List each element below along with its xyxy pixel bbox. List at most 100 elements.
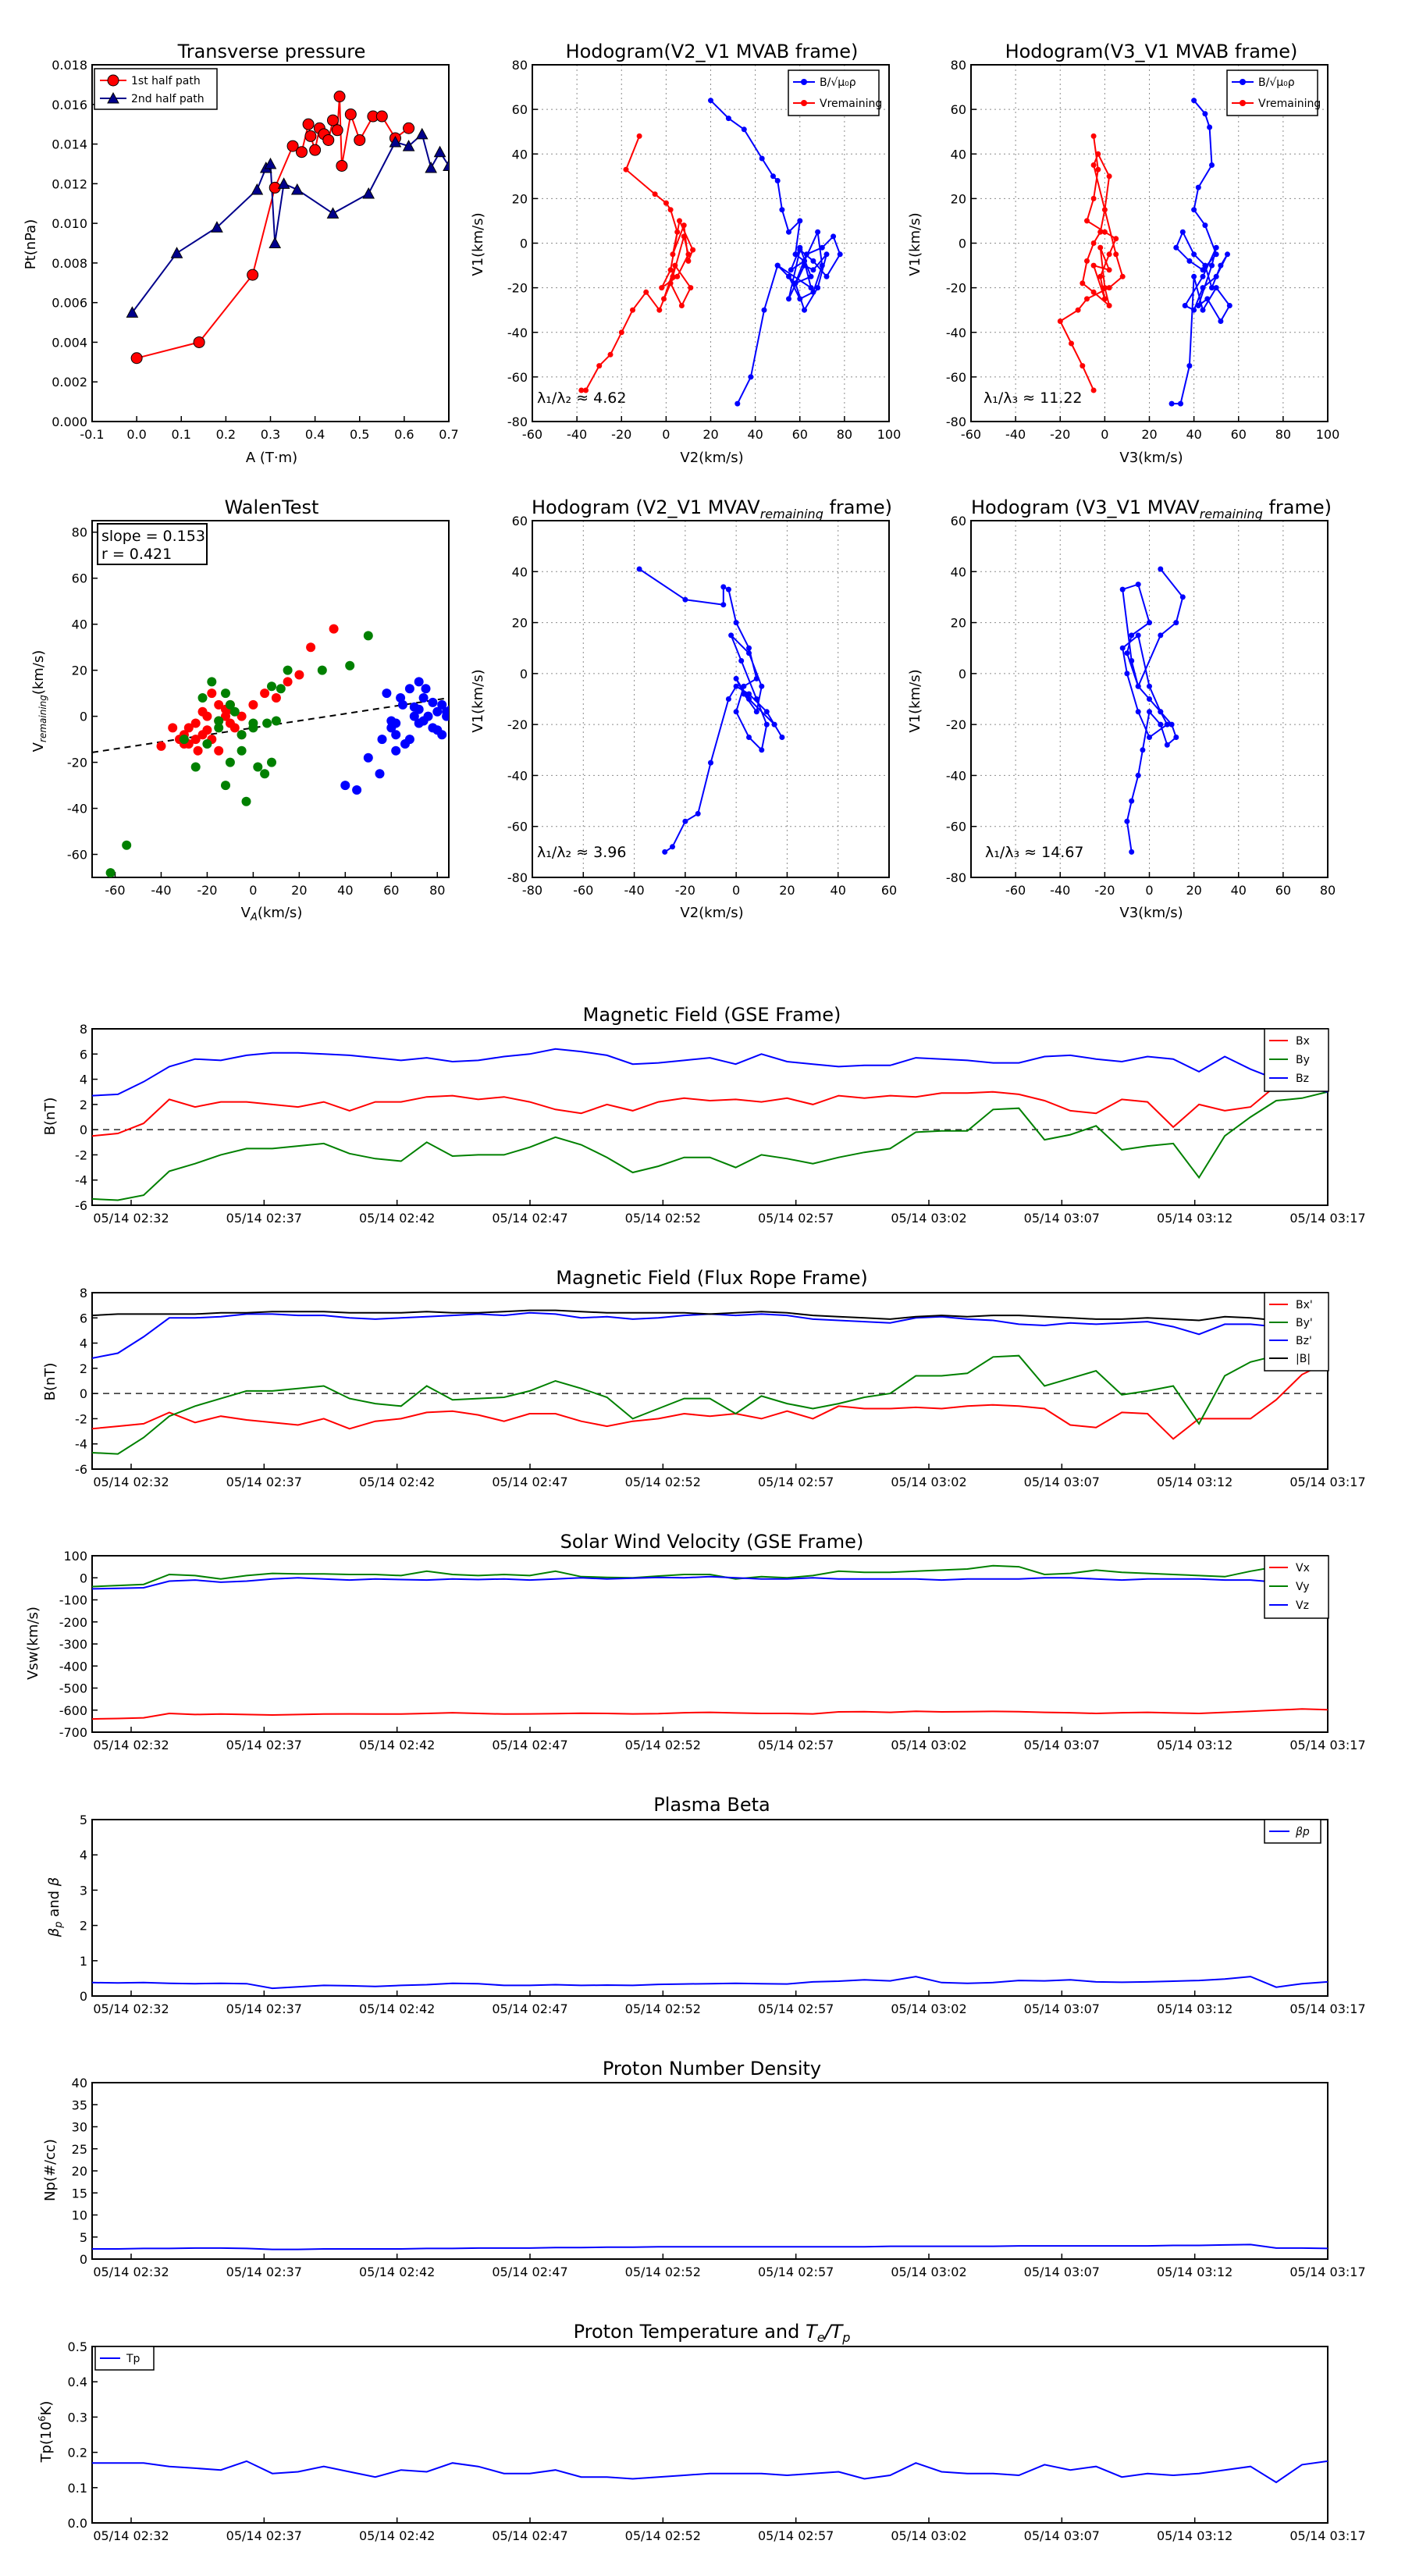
walen-point-red [237,711,247,721]
vel-xtick-label: 05/14 03:17 [1289,1738,1365,1752]
ha3-point [1164,721,1170,728]
walen-ytick-label: 60 [72,571,87,586]
walen-xlabel: VA(km/s) [241,905,303,923]
vel-ytick-label: -400 [59,1659,87,1674]
walen-point-red [260,688,270,699]
h3-v-point [1106,267,1112,273]
walen-point-green [190,762,201,772]
tp-point-2 [170,247,183,258]
tp-point-2 [251,183,264,195]
h3-xtick-label: 80 [1275,427,1291,442]
ha2-ytick-label: -20 [507,717,528,732]
walen-point-green [241,796,251,806]
h3-b-point [1191,251,1197,258]
vel-legend: Vx Vy Vz [1264,1555,1329,1619]
ha3-axes: -80 -60 -40 -20 0 20 40 60 -60 -40 -20 0 20 40 60 80 [946,514,1336,898]
h2-b-point [797,218,803,224]
ha3-point [1129,849,1135,855]
tp-point-1 [295,146,308,158]
tp-xtick-label: 0.0 [126,427,146,442]
h2-b-point [819,244,825,251]
ha3-point [1129,798,1135,804]
walen-point-green [260,769,270,779]
flux-axes: -6 -4 -2 0 2 4 6 8 05/14 02:32 05/14 02:37 05/14 0… [75,1286,1366,1489]
tp-xtick-label: 0.7 [439,427,458,442]
ha2-ytick-label: -80 [507,870,528,885]
h3-xtick-label: 0 [1101,427,1108,442]
temp-title: Proton Temperature and Te/Tp [574,2321,851,2345]
h2-v-point [643,289,649,295]
h3-v-point [1101,229,1108,235]
beta-axes: 0 1 2 3 4 5 05/14 02:32 05/14 02:37 05/14 02:42 0… [80,1813,1366,2016]
h2-ytick-label: 40 [512,147,528,162]
walen-ytick-label: 20 [72,664,87,678]
beta-ytick-label: 3 [80,1883,87,1898]
h3-ytick-label: -40 [946,326,966,340]
h2-b-point [810,289,816,295]
h3-ytick-label: 60 [951,102,966,117]
beta-ytick-label: 1 [80,1954,87,1969]
dens-xtick-label: 05/14 03:07 [1024,2265,1100,2279]
walen-point-blue [391,730,401,740]
h3-b-point [1200,273,1206,279]
ha2-point [728,632,735,639]
tp-point-2 [264,157,277,169]
h3-ytick-label: -80 [946,415,966,429]
vel-ytick-label: -300 [59,1637,87,1652]
h3-xtick-label: 100 [1316,427,1340,442]
tp-point-2 [326,207,340,219]
vel-ytick-label: -600 [59,1703,87,1718]
h3-b-point [1202,262,1208,269]
flux-series-By' [92,1354,1328,1455]
h2-ytick-label: 20 [512,191,528,206]
tp-point-1 [375,110,388,123]
h3-xtick-label: -20 [1050,427,1070,442]
h3-v-point [1095,151,1101,157]
h3-v-point [1097,244,1104,251]
h2-v-point [663,200,669,206]
h3-legend: B/√μ₀ρ Vremaining [1226,69,1321,116]
temp-ytick-label: 0.2 [68,2446,87,2460]
h2-v-point [607,351,614,358]
ha2-point [725,586,731,592]
beta-ytick-label: 4 [80,1848,87,1863]
temp-ytick-label: 0.5 [68,2339,87,2354]
walen-r: r = 0.421 [101,546,172,563]
h2-b-point [708,98,713,104]
h2-v-point [667,280,674,286]
h2-xtick-label: 20 [702,427,718,442]
walen-point-green [345,660,355,671]
walen-xtick-label: 20 [291,883,307,898]
mag-xtick-label: 05/14 02:32 [93,1211,169,1226]
h2-v-point [672,262,678,269]
vel-xtick-label: 05/14 03:07 [1024,1738,1100,1752]
h3-b-point [1218,318,1224,324]
h3-v-point [1095,166,1101,173]
tp-legend-label-1: 1st half path [131,75,201,87]
h2-b-point [815,285,821,291]
h2-v-point [630,307,635,313]
mag-series-Bz [92,1048,1328,1097]
walen-frame [91,520,450,878]
h3-xtick-label: -60 [961,427,981,442]
walen-point-green [283,665,293,675]
h2-v-point [618,329,624,336]
mag-xtick-label: 05/14 02:42 [359,1211,435,1226]
h2-v-point [670,273,676,279]
ha3-ytick-label: 0 [959,667,966,681]
ha3-point [1135,772,1141,778]
flux-xtick-label: 05/14 02:57 [758,1475,834,1489]
h2-v-point [596,363,603,369]
flux-xtick-label: 05/14 03:12 [1157,1475,1232,1489]
vel-xtick-label: 05/14 02:32 [93,1738,169,1752]
h3-v-point [1084,218,1090,224]
ha2-ylabel: V1(km/s) [470,669,486,732]
dens-xtick-label: 05/14 02:32 [93,2265,169,2279]
mag-frame [91,1028,1329,1206]
h2-v-point [652,191,658,197]
mag-xtick-label: 05/14 03:17 [1289,1211,1365,1226]
tp-point-1 [286,140,299,152]
beta-legend-label-1: βp [1295,1826,1310,1838]
tp-ytick-label: 0.012 [52,176,87,191]
